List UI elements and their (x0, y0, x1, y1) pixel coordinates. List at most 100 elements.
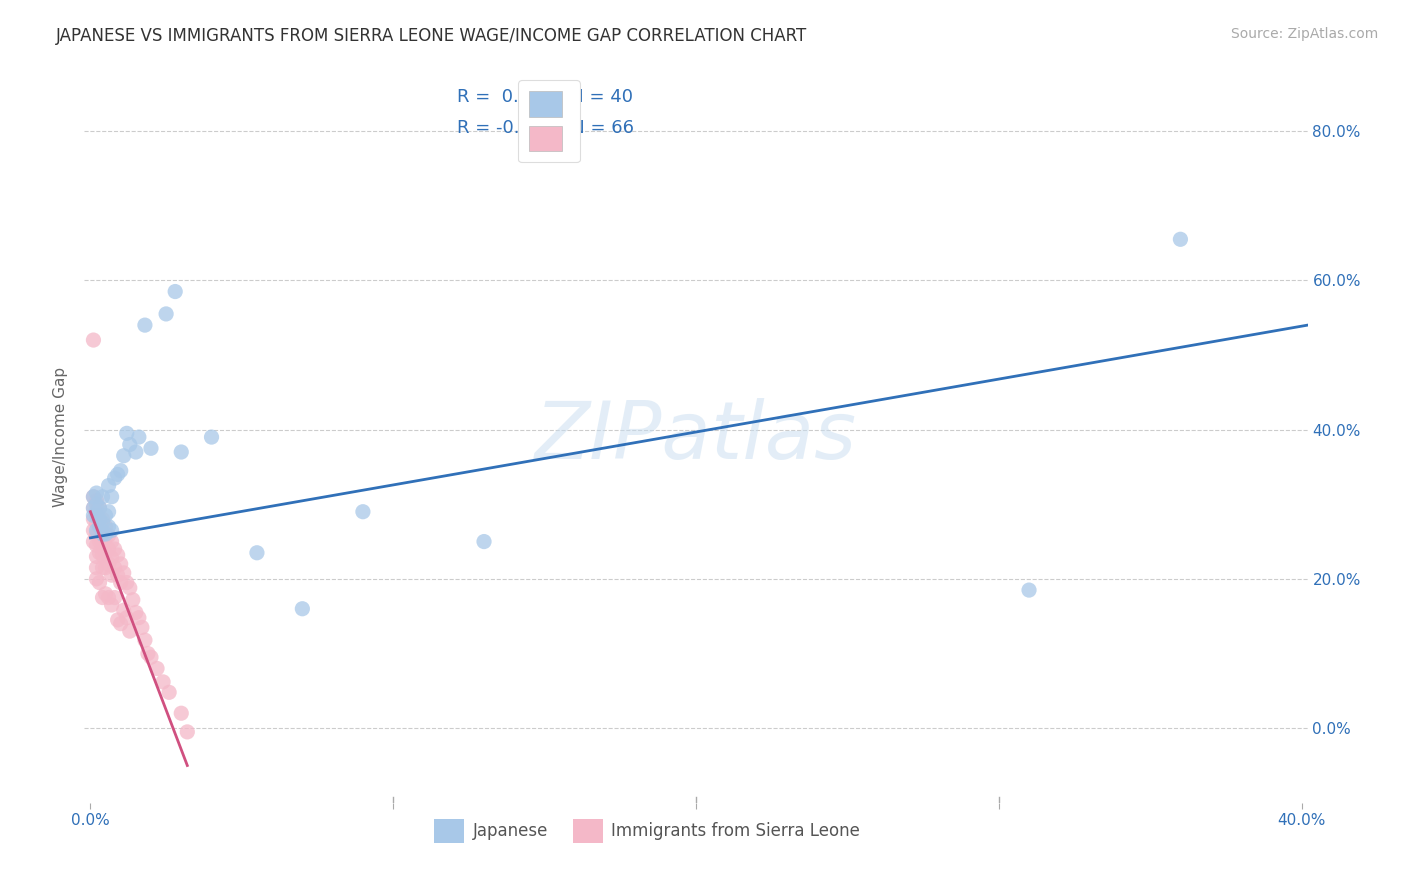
Point (91, 548, 114, 562)
Point (110, 616, 132, 631)
Text: R =  0.440   N = 40: R = 0.440 N = 40 (457, 88, 634, 106)
Point (94, 519, 117, 533)
Point (246, 546, 269, 560)
Point (94, 531, 117, 545)
Point (89, 534, 111, 549)
Point (472, 534, 495, 549)
Point (107, 548, 129, 562)
Point (128, 610, 150, 624)
Point (89, 512, 111, 526)
Point (1170, 232, 1192, 246)
Point (139, 442, 162, 456)
Point (200, 430, 222, 444)
Point (110, 575, 132, 590)
Point (118, 624, 141, 639)
Point (104, 542, 127, 557)
Point (97, 557, 120, 571)
Point (100, 598, 122, 612)
Point (89, 512, 111, 526)
Point (82, 333, 104, 347)
Point (94, 527, 117, 541)
Text: Source: ZipAtlas.com: Source: ZipAtlas.com (1230, 27, 1378, 41)
Point (118, 581, 141, 595)
Point (291, 601, 314, 615)
Point (118, 437, 141, 451)
Point (104, 560, 127, 574)
Point (86, 497, 108, 511)
Point (110, 557, 132, 571)
Point (107, 613, 129, 627)
Point (82, 490, 104, 504)
Point (97, 478, 120, 492)
Point (91, 527, 114, 541)
Point (94, 508, 117, 523)
Point (112, 566, 135, 580)
Point (97, 542, 120, 557)
Legend: Japanese, Immigrants from Sierra Leone: Japanese, Immigrants from Sierra Leone (427, 813, 866, 849)
Point (100, 568, 122, 582)
Point (155, 307, 177, 321)
Point (91, 490, 114, 504)
Point (121, 592, 143, 607)
Point (94, 560, 117, 574)
Point (82, 490, 104, 504)
Point (94, 546, 117, 560)
Point (89, 546, 111, 560)
Point (152, 674, 174, 689)
Point (176, 725, 198, 739)
Point (86, 572, 108, 586)
Point (97, 519, 120, 533)
Point (107, 467, 129, 482)
Point (91, 524, 114, 538)
Point (115, 426, 138, 441)
Point (112, 603, 135, 617)
Point (86, 527, 108, 541)
Point (86, 505, 108, 519)
Text: JAPANESE VS IMMIGRANTS FROM SIERRA LEONE WAGE/INCOME GAP CORRELATION CHART: JAPANESE VS IMMIGRANTS FROM SIERRA LEONE… (56, 27, 807, 45)
Point (131, 620, 153, 634)
Point (139, 650, 162, 665)
Point (86, 516, 108, 530)
Point (91, 536, 114, 550)
Point (91, 516, 114, 530)
Point (170, 445, 193, 459)
Point (112, 449, 135, 463)
Point (157, 685, 180, 699)
Point (89, 524, 111, 538)
Point (82, 524, 104, 538)
Point (91, 591, 114, 605)
Point (104, 591, 127, 605)
Point (82, 512, 104, 526)
Point (352, 505, 374, 519)
Point (110, 464, 132, 478)
Point (170, 706, 193, 721)
Point (86, 508, 108, 523)
Point (86, 549, 108, 564)
Point (91, 560, 114, 574)
Point (107, 568, 129, 582)
Point (89, 575, 111, 590)
Point (82, 534, 104, 549)
Point (97, 505, 120, 519)
Point (97, 591, 120, 605)
Y-axis label: Wage/Income Gap: Wage/Income Gap (53, 367, 69, 508)
Point (100, 490, 122, 504)
Point (86, 486, 108, 500)
Point (115, 575, 138, 590)
Point (146, 661, 169, 675)
Point (82, 508, 104, 523)
Text: ZIPatlas: ZIPatlas (534, 398, 858, 476)
Point (91, 512, 114, 526)
Point (94, 587, 117, 601)
Point (97, 528, 120, 542)
Point (125, 606, 148, 620)
Point (134, 318, 156, 332)
Point (86, 538, 108, 552)
Point (82, 500, 104, 515)
Point (89, 519, 111, 533)
Point (134, 633, 156, 648)
Point (89, 500, 111, 515)
Point (100, 534, 122, 549)
Point (104, 471, 127, 485)
Point (86, 493, 108, 508)
